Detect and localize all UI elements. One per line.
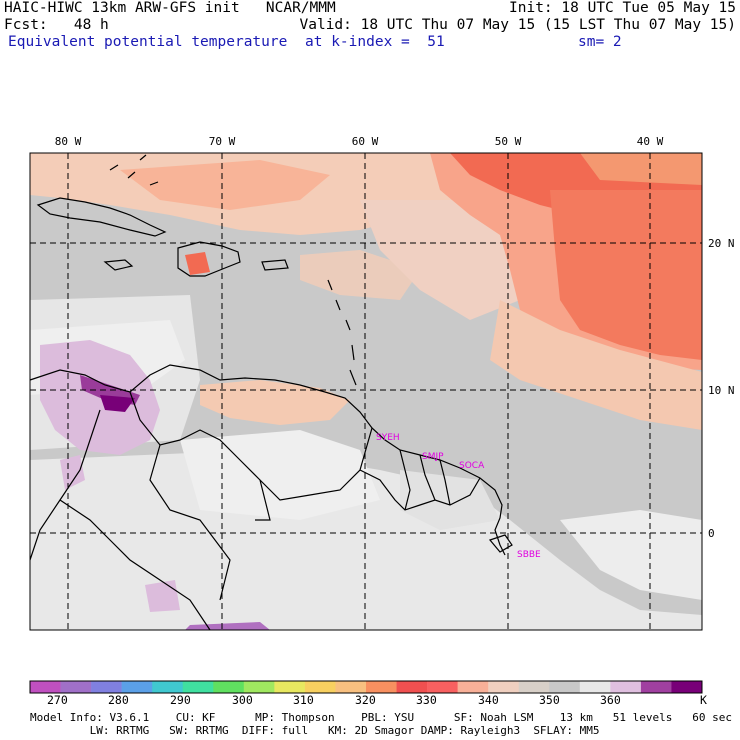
lon-label-50w: 50 W <box>495 135 522 148</box>
footer-physics: LW: RRTMG SW: RRTMG DIFF: full KM: 2D Sm… <box>30 724 600 737</box>
colorbar-label-320: 320 <box>355 693 376 707</box>
graticule <box>30 153 702 630</box>
lon-label-70w: 70 W <box>209 135 236 148</box>
lon-label-40w: 40 W <box>637 135 664 148</box>
map-border <box>29 152 703 631</box>
coastlines <box>29 154 513 631</box>
colorbar-swatch <box>274 681 306 693</box>
colorbar-label-330: 330 <box>416 693 437 707</box>
colorbar-swatch <box>549 681 581 693</box>
header-forecast: Fcst: 48 h <box>4 17 109 33</box>
colorbar-label-360: 360 <box>600 693 621 707</box>
header-valid: Valid: 18 UTC Thu 07 May 15 (15 LST Thu … <box>299 17 737 33</box>
colorbar-swatch <box>30 681 61 693</box>
colorbar-label-units: K <box>700 693 707 707</box>
colorbar <box>29 680 703 694</box>
lon-label-60w: 60 W <box>352 135 379 148</box>
colorbar-swatch <box>488 681 520 693</box>
colorbar-swatch <box>640 681 672 693</box>
colorbar-swatch <box>121 681 153 693</box>
station-smjp: SMJP <box>422 452 444 462</box>
colorbar-swatch <box>152 681 184 693</box>
map-field <box>30 153 702 630</box>
colorbar-swatch <box>335 681 367 693</box>
colorbar-swatch <box>427 681 458 693</box>
colorbar-swatch <box>671 681 703 693</box>
colorbar-swatch <box>457 681 489 693</box>
colorbar-swatch <box>518 681 550 693</box>
colorbar-swatch <box>366 681 397 693</box>
colorbar-swatch <box>213 681 245 693</box>
colorbar-border <box>29 680 703 694</box>
header-init: Init: 18 UTC Tue 05 May 15 <box>509 0 736 16</box>
station-sbbe: SBBE <box>517 550 541 560</box>
colorbar-swatch <box>610 681 642 693</box>
colorbar-swatch <box>60 681 92 693</box>
header-title: HAIC-HIWC 13km ARW-GFS init NCAR/MMM <box>4 0 336 16</box>
colorbar-label-340: 340 <box>478 693 499 707</box>
colorbar-label-280: 280 <box>108 693 129 707</box>
header-smoothing: sm= 2 <box>578 34 622 50</box>
colorbar-swatch <box>304 681 336 693</box>
colorbar-label-310: 310 <box>293 693 314 707</box>
footer-model-info: Model Info: V3.6.1 CU: KF MP: Thompson P… <box>30 711 732 724</box>
colorbar-label-300: 300 <box>232 693 253 707</box>
lat-label-0: 0 <box>708 527 715 540</box>
lat-label-10n: 10 N <box>708 384 735 397</box>
header-kindex: at k-index = 51 <box>305 34 445 50</box>
colorbar-label-270: 270 <box>47 693 68 707</box>
colorbar-swatch <box>182 681 214 693</box>
colorbar-swatch <box>91 681 122 693</box>
colorbar-swatch <box>396 681 428 693</box>
lon-label-80w: 80 W <box>55 135 82 148</box>
colorbar-swatch <box>243 681 275 693</box>
lat-label-20n: 20 N <box>708 237 735 250</box>
colorbar-swatch <box>579 681 611 693</box>
station-syeh: SYEH <box>376 433 400 443</box>
station-soca: SOCA <box>459 461 485 471</box>
header-field-name: Equivalent potential temperature <box>8 34 288 50</box>
colorbar-label-290: 290 <box>170 693 191 707</box>
colorbar-label-350: 350 <box>539 693 560 707</box>
